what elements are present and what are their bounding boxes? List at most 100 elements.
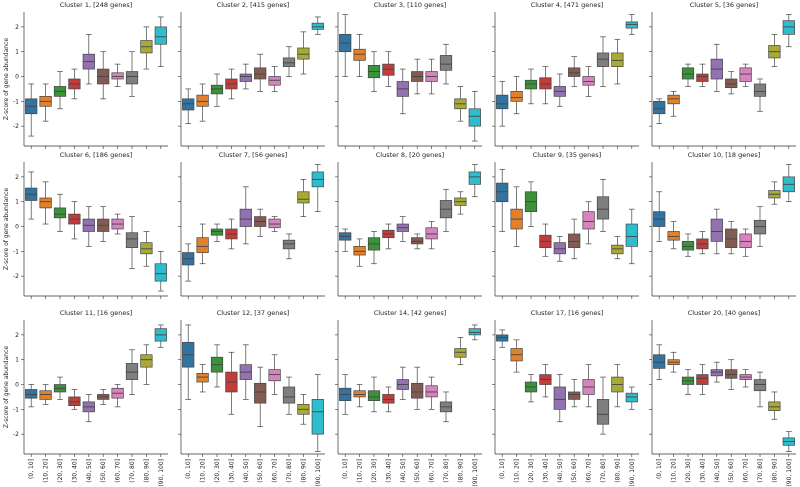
box: [582, 211, 595, 230]
x-tick-label: (20, 30]: [528, 459, 535, 483]
x-tick-label: (0, 10]: [656, 459, 663, 479]
box: [611, 244, 624, 255]
box: [39, 390, 52, 400]
y-tick-label: 1: [15, 49, 19, 56]
box: [596, 399, 610, 425]
box: [454, 348, 467, 358]
x-tick-label: (60, 70]: [115, 459, 122, 483]
box: [596, 52, 610, 67]
box: [568, 391, 581, 400]
x-tick-label: (40, 50]: [243, 459, 250, 483]
box: [297, 191, 310, 204]
y-tick-label: 2: [15, 174, 19, 181]
box: [282, 57, 296, 67]
box: [125, 363, 139, 380]
panel-title: Cluster 20, [40 genes]: [688, 309, 761, 317]
panel-title: Cluster 2, [415 genes]: [217, 1, 290, 9]
x-tick-label: (30, 40]: [385, 459, 392, 483]
x-tick-label: (10, 20]: [43, 459, 50, 483]
x-tick-label: (40, 50]: [400, 459, 407, 483]
x-tick-label: (80, 90]: [457, 459, 464, 483]
panel-title: Cluster 11, [16 genes]: [60, 309, 133, 317]
x-tick-label: (80, 90]: [771, 459, 778, 483]
panel-title: Cluster 1, [248 genes]: [60, 1, 133, 9]
box: [196, 373, 209, 383]
panel-title: Cluster 8, [20 genes]: [376, 151, 444, 159]
x-tick-label: (40, 50]: [557, 459, 564, 483]
box: [739, 67, 752, 82]
y-tick-label: 1: [15, 357, 19, 364]
x-tick-label: (70, 80]: [600, 459, 607, 483]
x-tick-label: (70, 80]: [757, 459, 764, 483]
box: [425, 385, 438, 398]
box: [210, 84, 224, 95]
box: [182, 98, 195, 111]
y-tick-label: -2: [13, 123, 19, 130]
panel-title: Cluster 14, [42 genes]: [374, 309, 447, 317]
box: [625, 392, 638, 403]
panel-title: Cluster 9, [35 genes]: [533, 151, 601, 159]
y-tick-label: -2: [13, 273, 19, 280]
box: [468, 328, 481, 336]
box: [611, 52, 624, 67]
box: [753, 83, 767, 97]
x-tick-label: (10, 20]: [200, 459, 207, 483]
box: [382, 394, 395, 404]
box: [39, 197, 52, 209]
box: [653, 354, 666, 369]
box: [496, 182, 509, 203]
x-tick-label: (40, 50]: [86, 459, 93, 483]
box: [196, 237, 209, 253]
x-tick-label: (0, 10]: [342, 459, 349, 479]
box: [411, 382, 424, 399]
box: [439, 55, 453, 71]
box: [496, 94, 509, 110]
x-tick-label: (80, 90]: [300, 459, 307, 483]
x-tick-label: (50, 60]: [571, 459, 578, 483]
box: [625, 21, 638, 29]
box: [382, 63, 395, 76]
x-tick-label: (70, 80]: [129, 459, 136, 483]
x-tick-label: (30, 40]: [71, 459, 78, 483]
y-tick-label: -1: [13, 406, 19, 413]
box: [367, 390, 381, 401]
x-tick-label: (90, 100]: [315, 459, 322, 487]
x-tick-label: (10, 20]: [671, 459, 678, 483]
panel-title: Cluster 5, [36 genes]: [690, 1, 758, 9]
x-tick-label: (60, 70]: [586, 459, 593, 483]
box: [568, 233, 581, 248]
box: [710, 369, 723, 377]
x-tick-label: (90, 100]: [786, 459, 793, 487]
x-tick-label: (30, 40]: [699, 459, 706, 483]
x-tick-label: (0, 10]: [499, 459, 506, 479]
x-tick-label: (60, 70]: [743, 459, 750, 483]
box: [68, 396, 81, 406]
x-tick-label: (60, 70]: [272, 459, 279, 483]
box: [524, 79, 538, 90]
x-tick-label: (50, 60]: [257, 459, 264, 483]
box: [154, 26, 167, 45]
box: [596, 196, 610, 220]
x-tick-label: (80, 90]: [143, 459, 150, 483]
x-tick-label: (0, 10]: [28, 459, 35, 479]
box: [553, 242, 566, 255]
box: [196, 94, 209, 107]
y-tick-label: 2: [15, 332, 19, 339]
x-tick-label: (70, 80]: [286, 459, 293, 483]
x-tick-label: (90, 100]: [472, 459, 479, 487]
x-tick-label: (20, 30]: [371, 459, 378, 483]
x-tick-label: (90, 100]: [629, 459, 636, 487]
box: [154, 263, 167, 282]
box: [353, 390, 366, 398]
x-tick-label: (30, 40]: [542, 459, 549, 483]
box: [739, 233, 752, 248]
y-axis-label: Z-score of gene abundance: [3, 188, 10, 270]
box: [725, 369, 738, 379]
panel-title: Cluster 6, [186 genes]: [60, 151, 133, 159]
y-tick-label: 0: [15, 382, 19, 389]
box: [125, 232, 139, 248]
box: [468, 171, 481, 185]
box: [254, 382, 267, 404]
